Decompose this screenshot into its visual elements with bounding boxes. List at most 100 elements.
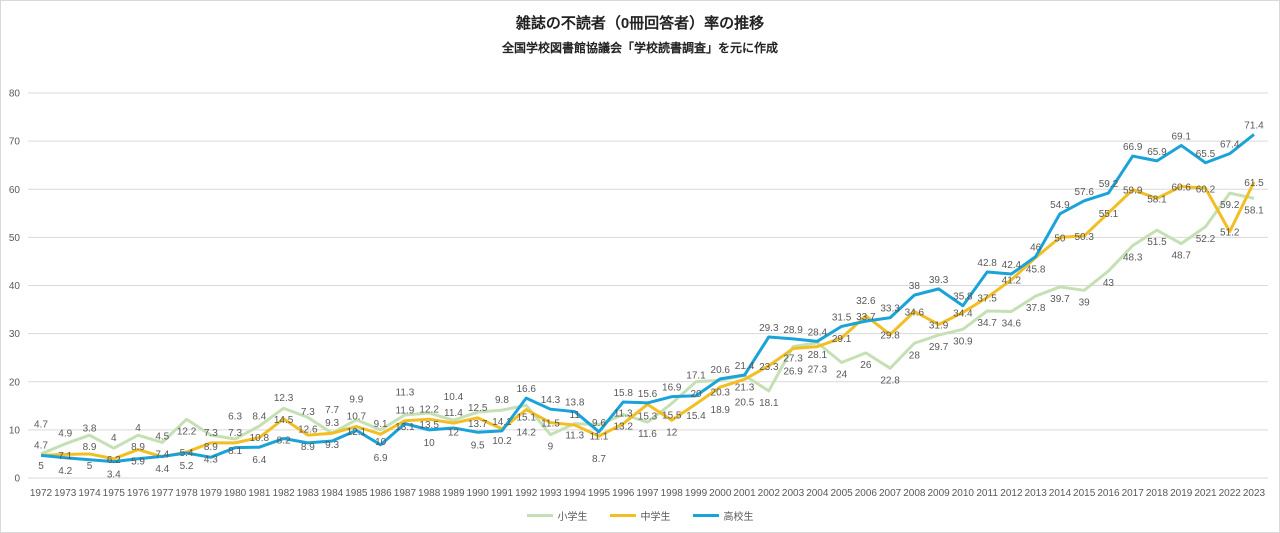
legend-swatch (692, 514, 719, 517)
data-label: 4 (135, 423, 141, 434)
data-label: 9.5 (471, 440, 485, 451)
data-label: 51.5 (1147, 237, 1167, 248)
data-label: 28.9 (783, 325, 803, 336)
data-label: 8.9 (204, 442, 218, 453)
data-label: 48.7 (1171, 251, 1191, 262)
data-label: 20.6 (711, 365, 731, 376)
data-label: 28 (909, 350, 921, 361)
x-tick-label: 1989 (442, 488, 465, 499)
data-label: 12.2 (177, 426, 197, 437)
chart-title: 雑誌の不読者（0冊回答者）率の推移 (515, 15, 765, 32)
data-label: 20.3 (711, 387, 731, 398)
data-label: 6.9 (374, 453, 388, 464)
x-tick-label: 2017 (1122, 488, 1145, 499)
x-tick-label: 1991 (491, 488, 514, 499)
data-label: 61.5 (1244, 178, 1264, 189)
x-tick-label: 1976 (127, 488, 150, 499)
data-label: 10.7 (347, 412, 367, 423)
data-label: 65.5 (1196, 149, 1216, 160)
x-tick-label: 1980 (224, 488, 247, 499)
x-tick-label: 2007 (879, 488, 902, 499)
data-label: 27.3 (808, 365, 828, 376)
data-label: 5.4 (180, 448, 194, 459)
data-label: 6.3 (228, 412, 242, 423)
data-label: 38 (909, 281, 921, 292)
x-tick-label: 2012 (1000, 488, 1023, 499)
data-label: 3.4 (107, 470, 121, 481)
data-label: 15.1 (516, 412, 536, 423)
y-tick-label: 10 (9, 425, 21, 436)
x-tick-label: 2011 (976, 488, 998, 499)
data-label: 58.1 (1244, 205, 1264, 216)
y-tick-label: 30 (9, 329, 21, 340)
data-label: 10.4 (444, 392, 464, 403)
data-label: 8.9 (131, 442, 145, 453)
data-label: 9.6 (592, 418, 606, 429)
x-tick-label: 2003 (782, 488, 805, 499)
data-label: 11.4 (444, 408, 463, 419)
data-label: 12.2 (419, 404, 439, 415)
data-label: 45.8 (1026, 265, 1046, 276)
y-tick-label: 80 (9, 89, 21, 100)
data-label: 39.7 (1050, 294, 1070, 305)
data-label: 9.3 (325, 418, 339, 429)
x-tick-label: 1977 (151, 488, 174, 499)
data-label: 54.9 (1050, 200, 1070, 211)
data-label: 4.4 (155, 464, 169, 475)
x-tick-label: 1995 (588, 488, 611, 499)
data-label: 11.6 (638, 429, 657, 440)
series-line-高校生 (40, 133, 1255, 464)
data-label: 9.9 (349, 394, 363, 405)
data-label: 37.8 (1026, 303, 1046, 314)
data-label: 11.1 (590, 432, 609, 443)
data-label: 9.8 (495, 395, 509, 406)
data-label: 26.9 (783, 367, 803, 378)
data-label: 12.1 (347, 427, 367, 438)
data-label: 10.2 (492, 436, 512, 447)
x-tick-label: 1998 (661, 488, 684, 499)
x-tick-label: 2008 (903, 488, 926, 499)
y-tick-label: 70 (9, 137, 21, 148)
x-tick-label: 2014 (1049, 488, 1072, 499)
data-label: 5.2 (180, 461, 194, 472)
data-label: 34.6 (905, 307, 925, 318)
data-label: 13.8 (565, 398, 585, 409)
data-label: 15.6 (638, 389, 658, 400)
data-label: 16.6 (516, 384, 536, 395)
data-label: 46 (1030, 243, 1042, 254)
data-label: 20 (690, 389, 702, 400)
y-tick-label: 0 (14, 474, 20, 485)
data-label: 39 (1079, 297, 1091, 308)
data-label: 12.3 (274, 393, 294, 404)
x-tick-label: 2001 (733, 488, 756, 499)
data-label: 6.2 (107, 455, 121, 466)
x-tick-label: 2019 (1170, 488, 1193, 499)
x-tick-label: 1974 (78, 488, 101, 499)
data-label: 28.4 (808, 327, 828, 338)
x-tick-label: 1973 (54, 488, 77, 499)
x-tick-label: 2016 (1097, 488, 1120, 499)
data-label: 15.3 (638, 411, 658, 422)
legend-item-elementary: 小学生 (526, 508, 588, 523)
data-label: 7.7 (325, 405, 339, 416)
data-label: 9.1 (374, 419, 388, 430)
x-tick-label: 2013 (1025, 488, 1048, 499)
x-tick-label: 1990 (467, 488, 490, 499)
x-tick-label: 2000 (709, 488, 732, 499)
data-label: 48.3 (1123, 253, 1143, 264)
data-label: 4.7 (34, 440, 48, 451)
data-label: 14.5 (274, 415, 294, 426)
data-label: 52.2 (1196, 234, 1216, 245)
x-tick-label: 1993 (539, 488, 562, 499)
data-label: 50 (1054, 233, 1066, 244)
legend: 小学生 中学生 高校生 (0, 508, 1280, 523)
x-tick-label: 2023 (1243, 488, 1266, 499)
x-tick-label: 1992 (515, 488, 538, 499)
data-label: 18.9 (711, 405, 731, 416)
data-label: 7.3 (204, 428, 218, 439)
data-label: 4.3 (204, 454, 218, 465)
x-tick-label: 2009 (927, 488, 950, 499)
x-tick-label: 2004 (806, 488, 829, 499)
data-label: 11.3 (565, 431, 584, 442)
data-label: 8.7 (592, 454, 606, 465)
